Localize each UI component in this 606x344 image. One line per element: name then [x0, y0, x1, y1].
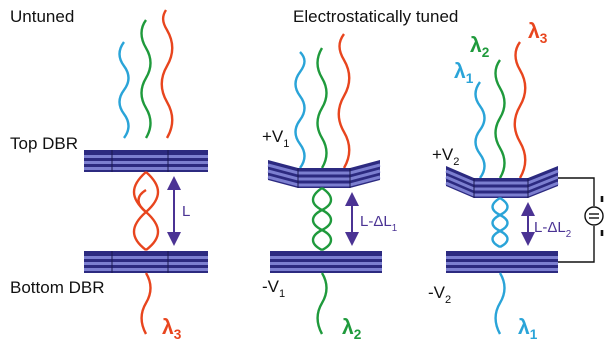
incoming-wave-lambda3 [162, 10, 173, 138]
top-dbr-mirror [84, 150, 208, 172]
input-lambda3-label: λ3 [528, 20, 548, 46]
bottom-voltage-label: -V2 [428, 283, 451, 306]
tuned-heading: Electrostatically tuned [293, 7, 458, 26]
bottom-dbr-mirror [446, 251, 558, 273]
bottom-voltage-label: -V1 [262, 277, 285, 300]
standing-wave-lambda1 [493, 198, 508, 247]
incoming-wave-lambda1 [120, 42, 129, 138]
incoming-wave-lambda2 [142, 20, 151, 138]
cavity-length-label: L-ΔL2 [534, 219, 571, 240]
output-lambda-label: λ3 [162, 316, 182, 342]
incoming-wave-lambda1 [296, 52, 305, 168]
output-lambda-label: λ1 [518, 316, 538, 342]
incoming-wave-lambda1 [476, 82, 485, 178]
incoming-wave-lambda2 [496, 60, 505, 178]
top-voltage-label: +V2 [432, 145, 459, 168]
standing-wave-lambda2 [313, 188, 331, 250]
bottom-dbr-label: Bottom DBR [10, 278, 104, 297]
bottom-dbr-mirror [84, 251, 208, 273]
top-dbr-mirror-deflected [446, 166, 558, 198]
cavity-length-label: L [182, 203, 190, 220]
top-voltage-label: +V1 [262, 127, 289, 150]
incoming-wave-lambda2 [318, 48, 327, 168]
incoming-wave-lambda3 [339, 34, 350, 168]
output-lambda-label: λ2 [342, 316, 362, 342]
output-wave-lambda1 [496, 273, 505, 334]
untuned-heading: Untuned [10, 7, 74, 26]
incoming-wave-lambda3 [515, 42, 526, 178]
tuned-panel-v1: +V1 L-ΔL1 -V1 [262, 34, 397, 342]
output-wave-lambda2 [318, 273, 327, 334]
input-lambda1-label: λ1 [454, 60, 474, 86]
tuned-panel-v2: λ1 λ2 λ3 +V2 L-ΔL2 [428, 20, 603, 342]
top-dbr-label: Top DBR [10, 134, 78, 153]
cavity-length-label: L-ΔL1 [360, 213, 397, 234]
bottom-dbr-mirror [270, 251, 382, 273]
input-lambda2-label: λ2 [470, 34, 490, 60]
standing-wave-lambda3 [134, 172, 158, 250]
output-wave-lambda3 [142, 273, 151, 334]
